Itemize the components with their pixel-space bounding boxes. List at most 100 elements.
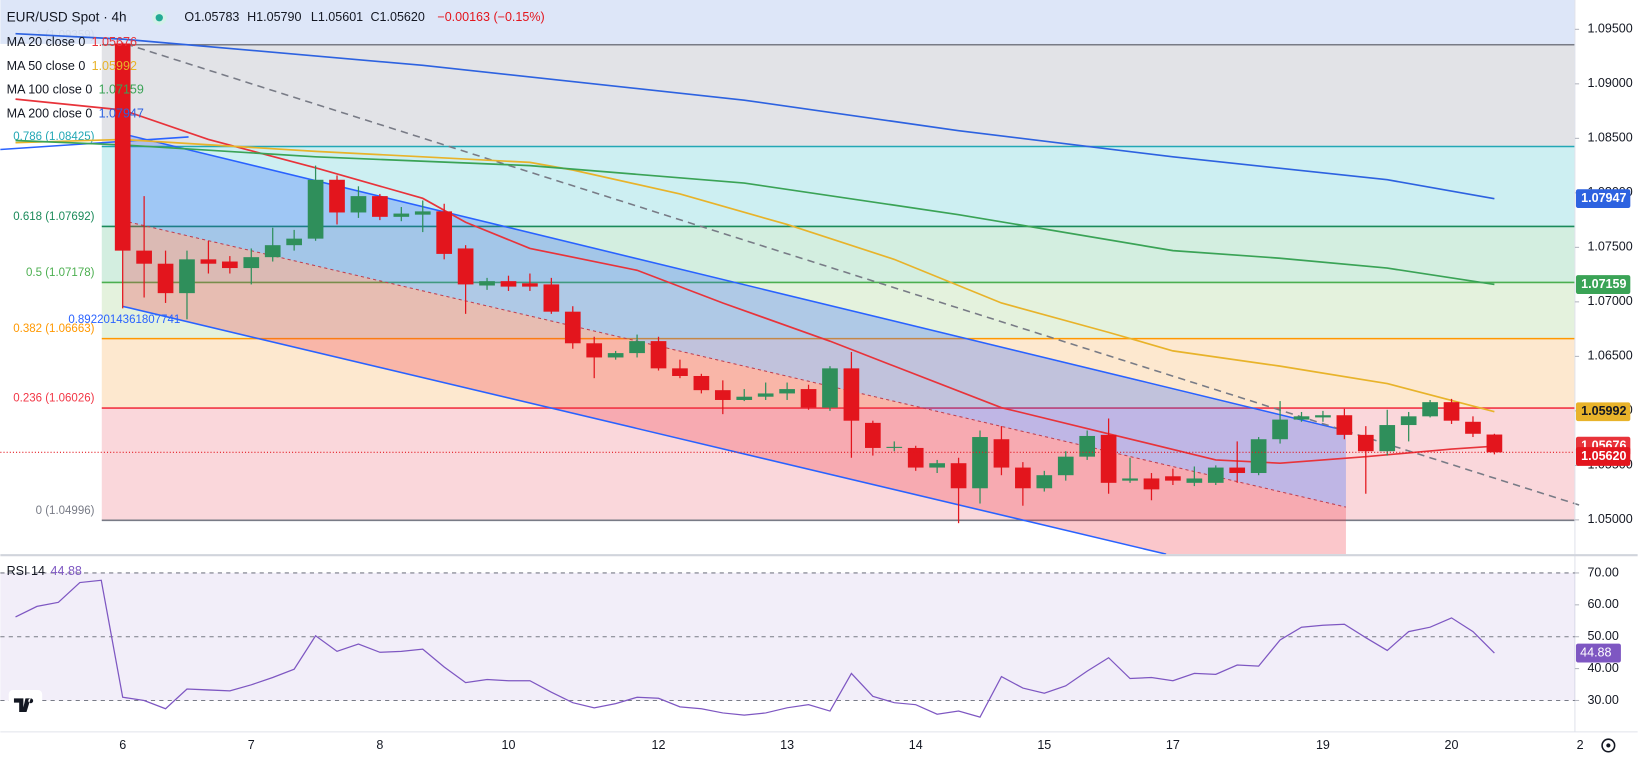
candle-body	[629, 341, 645, 354]
fib-zone	[101, 282, 1575, 339]
rsi-value: 44.88	[51, 564, 82, 578]
rsi-tick-label: 70.00	[1587, 565, 1618, 579]
channel-mid-line	[122, 220, 1347, 508]
settings-dot[interactable]	[1606, 743, 1611, 748]
rsi-line	[15, 579, 1495, 718]
legend-value: 1.05676	[92, 35, 137, 49]
candle-body	[500, 281, 517, 287]
candle-body	[329, 179, 345, 213]
ma-line	[15, 98, 1495, 465]
candle-body	[736, 396, 753, 400]
ma-line	[15, 139, 1495, 286]
settings[interactable]	[1601, 738, 1616, 753]
candle-body	[222, 261, 238, 269]
candle-body	[1122, 478, 1138, 481]
x-tick-label: 2	[1577, 738, 1584, 752]
rsi-name: RSI 14	[7, 564, 45, 578]
fib-zone	[101, 226, 1575, 283]
candle-body	[1315, 415, 1331, 418]
candle-body	[714, 390, 731, 400]
candle-body	[1100, 434, 1117, 483]
x-tick-label: 12	[652, 738, 666, 752]
candle-body	[264, 245, 281, 258]
settings-icon[interactable]	[1601, 738, 1616, 753]
legend-value: 1.05992	[92, 59, 137, 73]
candle-body	[479, 281, 495, 286]
ma-line	[15, 32, 1495, 200]
candle-body	[1293, 416, 1310, 420]
moving-averages	[15, 32, 1495, 465]
fib-label: 0.382 (1.06663)	[13, 323, 94, 335]
candle-body	[1272, 419, 1288, 440]
ma-line	[15, 138, 1495, 413]
x-tick-label: 8	[376, 738, 383, 752]
candle-body	[929, 463, 945, 468]
candle-body	[307, 179, 324, 239]
candle-body	[822, 368, 838, 408]
candle-body	[522, 283, 538, 287]
ohlc-close: C1.05620	[370, 10, 424, 24]
channel-upper-fill	[122, 133, 1346, 508]
candle-body	[286, 238, 302, 246]
ma-tag-label: 1.07159	[1581, 277, 1626, 291]
candle-body	[693, 375, 710, 391]
candle-body	[650, 341, 667, 369]
logo-mark	[13, 698, 34, 712]
rsi-tick-label: 50.00	[1587, 629, 1618, 643]
top-band	[0, 0, 1575, 44]
x-tick-label: 15	[1037, 738, 1051, 752]
y-tick-label: 1.06500	[1587, 349, 1632, 363]
candle-body	[1443, 402, 1460, 421]
candle-body	[1229, 467, 1246, 474]
y-tick-label: 1.08500	[1587, 131, 1632, 145]
candle-body	[672, 368, 688, 376]
channel-top-line	[122, 133, 1347, 432]
ma-tag	[1575, 275, 1631, 294]
candle-body	[179, 259, 195, 294]
candle-body	[1379, 425, 1396, 452]
legend-name: MA 100 close 0	[7, 83, 93, 97]
candles	[114, 42, 1503, 524]
channel-note: 0.8922014361807741	[68, 314, 180, 326]
candle-body	[1036, 475, 1053, 489]
fib-label: 0.5 (1.07178)	[26, 267, 95, 279]
ma-tag-label: 1.05992	[1581, 404, 1626, 418]
fib-label: 0 (1.04996)	[36, 505, 95, 517]
x-tick-label: 20	[1445, 738, 1459, 752]
channel-lower-fill	[122, 220, 1346, 555]
candle-body	[586, 343, 603, 358]
status-dot	[155, 14, 163, 22]
candle-body	[543, 284, 560, 312]
candle-body	[1465, 421, 1481, 434]
candle-body	[1015, 467, 1031, 489]
ohlc-high: H1.05790	[247, 10, 301, 24]
ohlc-open: O1.05783	[184, 10, 239, 24]
candle-body	[243, 257, 260, 269]
candle-body	[350, 196, 367, 213]
ma-tag	[1575, 189, 1631, 209]
fib-retracement: 1 (1.09359)0.786 (1.08425)0.618 (1.07692…	[13, 29, 1575, 522]
fib-label: 0.618 (1.07692)	[13, 211, 94, 223]
y-tick-label: 1.07000	[1587, 294, 1632, 308]
candle-body	[1357, 434, 1374, 452]
rsi-tick-label: 40.00	[1587, 661, 1618, 675]
candle-body	[457, 248, 474, 285]
candle-body	[607, 353, 624, 358]
candle-body	[907, 447, 924, 468]
rsi-pane: 30.00 40.00 50.00 60.00 70.00 44.88 RSI 14 44.8…	[0, 564, 1621, 718]
candle-body	[1057, 456, 1074, 476]
legend: EUR/USD Spot · 4h O1.05783 H1.05790 L1.0…	[7, 9, 545, 120]
candle-body	[564, 311, 581, 344]
y-tick-label: 1.09500	[1587, 22, 1632, 36]
legend-name: MA 20 close 0	[7, 35, 86, 49]
last-price-label: 1.05620	[1581, 449, 1626, 463]
candle-body	[1250, 439, 1267, 474]
candle-body	[393, 213, 410, 217]
last-price-tag	[1575, 447, 1631, 466]
rsi-tick-label: 30.00	[1587, 693, 1618, 707]
fib-label: 0.236 (1.06026)	[13, 393, 94, 405]
